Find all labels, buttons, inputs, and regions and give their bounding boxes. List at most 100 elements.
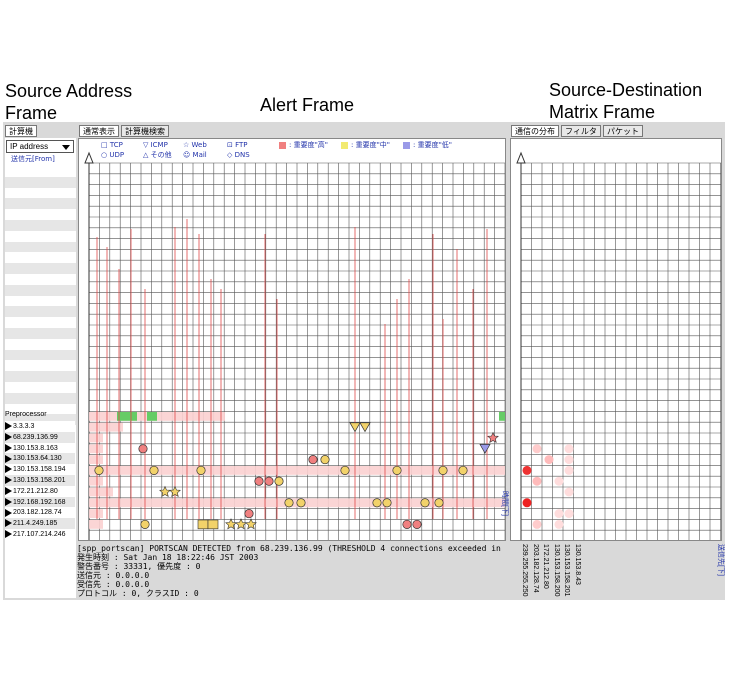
source-address-label: 3.3.3.3 (13, 423, 35, 430)
alert-detail-line: 警告番号 : 33331, 優先度 : 0 (77, 562, 201, 571)
severity-band (89, 466, 505, 475)
severity-legend-item: : 重要度"中" (341, 141, 390, 150)
empty-row (5, 198, 76, 210)
address-type-dropdown[interactable]: IP address (6, 140, 74, 153)
severity-legend-item: : 重要度"高" (279, 141, 328, 150)
source-address-label: 130.153.64.130 (13, 455, 62, 463)
source-address-item[interactable]: 172.21.212.80 (5, 485, 75, 497)
source-address-item[interactable]: 192.168.192.168 (5, 496, 75, 508)
source-column-header: 送信元[From] (11, 155, 55, 163)
source-address-label: 130.153.8.163 (13, 444, 58, 452)
preprocessor-cell (499, 412, 505, 421)
legend-udp-icon: ○ UDP (101, 151, 124, 160)
preprocessor-label: Preprocessor (5, 411, 47, 418)
axis-arrow-icon (516, 151, 526, 164)
matrix-cell-dot (554, 476, 564, 486)
tab-filter[interactable]: フィルタ (561, 125, 601, 137)
dropdown-value: IP address (10, 142, 49, 151)
source-address-item[interactable]: 3.3.3.3 (5, 421, 75, 432)
source-address-item[interactable]: 130.153.158.201 (5, 475, 75, 486)
udp-alert-marker (149, 465, 159, 475)
legend-ftp-icon: ⊡ FTP (227, 141, 248, 150)
source-address-item[interactable]: 217.107.214.246 (5, 529, 75, 540)
source-address-label: 203.182.128.74 (13, 509, 62, 517)
web-alert-marker (169, 485, 181, 498)
expand-arrow-icon[interactable] (5, 465, 12, 474)
legend-tcp-icon: □ TCP (101, 141, 123, 150)
severity-band (89, 422, 123, 432)
matrix-grid (516, 151, 721, 540)
severity-band (89, 476, 103, 486)
alert-detail-line: プロトコル : 0, クラスID : 0 (77, 589, 199, 598)
expand-arrow-icon[interactable] (5, 443, 12, 452)
web-alert-marker (225, 518, 237, 530)
udp-alert-marker (94, 465, 104, 475)
source-address-label: 172.21.212.80 (13, 487, 58, 495)
source-address-label: 192.168.192.168 (13, 498, 66, 506)
legend-label: FTP (235, 141, 248, 149)
web-alert-marker (487, 431, 499, 444)
empty-row (5, 230, 76, 242)
destination-address-label: 130.153.158.201 (563, 544, 570, 597)
expand-arrow-icon[interactable] (5, 432, 12, 441)
empty-row (5, 317, 76, 328)
expand-arrow-icon[interactable] (5, 486, 12, 495)
tab-computers[interactable]: 計算機 (5, 125, 37, 137)
matrix-cell-dot (532, 476, 542, 486)
legend-symbol: ○ (101, 151, 110, 159)
destination-address-label: 172.21.212.80 (542, 544, 549, 589)
tab-packet[interactable]: パケット (603, 125, 643, 137)
legend-symbol: ☺ (183, 151, 193, 159)
source-address-panel: IP address 送信元[From] Preprocessor 3.3.3.… (5, 138, 76, 598)
source-address-item[interactable]: 211.4.249.185 (5, 518, 75, 530)
legend-label: TCP (109, 141, 123, 149)
icmp-alert-marker (359, 422, 371, 433)
matrix-cell-dot (564, 487, 574, 497)
expand-arrow-icon[interactable] (5, 497, 12, 506)
legend-symbol: ◇ (227, 151, 235, 159)
tab-distribution[interactable]: 通信の分布 (511, 125, 559, 137)
empty-row (5, 166, 76, 177)
expand-arrow-icon[interactable] (5, 476, 12, 485)
empty-row (5, 176, 76, 188)
udp-alert-marker (434, 498, 444, 508)
tab-computer-search[interactable]: 計算機検索 (121, 125, 169, 137)
expand-arrow-icon[interactable] (5, 422, 12, 431)
legend-label: UDP (109, 151, 125, 159)
udp-alert-marker (196, 465, 206, 475)
matrix-cell-dot (522, 465, 532, 475)
udp-alert-marker (308, 455, 318, 465)
expand-arrow-icon[interactable] (5, 519, 12, 528)
legend-icmp-icon: ▽ ICMP (143, 141, 168, 150)
source-address-item[interactable]: 130.153.64.130 (5, 453, 75, 465)
legend-label: Mail (192, 151, 207, 159)
empty-row (5, 306, 76, 318)
empty-row (5, 274, 76, 285)
expand-arrow-icon[interactable] (5, 530, 12, 539)
legend-symbol: □ (101, 141, 110, 149)
matrix-cell-dot (554, 509, 564, 519)
empty-row (5, 371, 76, 382)
matrix-cell-dot (532, 444, 542, 454)
legend-symbol: △ (143, 151, 151, 159)
source-address-item[interactable]: 130.153.158.194 (5, 464, 75, 476)
alert-detail-panel: [spp_portscan] PORTSCAN DETECTED from 68… (3, 542, 508, 598)
expand-arrow-icon[interactable] (5, 454, 12, 463)
empty-row (5, 328, 76, 339)
severity-legend-item: : 重要度"低" (403, 141, 452, 150)
source-address-item[interactable]: 130.153.8.163 (5, 442, 75, 454)
matrix-cell-dot (532, 519, 542, 529)
source-address-label: 211.4.249.185 (13, 520, 58, 528)
preprocessor-cell (117, 412, 137, 421)
expand-arrow-icon[interactable] (5, 508, 12, 517)
severity-band (89, 455, 103, 464)
empty-row (5, 382, 76, 393)
source-address-item[interactable]: 203.182.128.74 (5, 507, 75, 519)
alert-grid (84, 151, 505, 540)
source-address-rows: 3.3.3.3 68.239.136.99 130.153.8.163 130.153… (5, 421, 77, 541)
source-address-label: 130.153.158.194 (13, 466, 66, 474)
address-list (5, 166, 76, 426)
source-address-label: 68.239.136.99 (13, 433, 58, 441)
tab-normal-view[interactable]: 通常表示 (79, 125, 119, 137)
source-address-item[interactable]: 68.239.136.99 (5, 431, 75, 443)
